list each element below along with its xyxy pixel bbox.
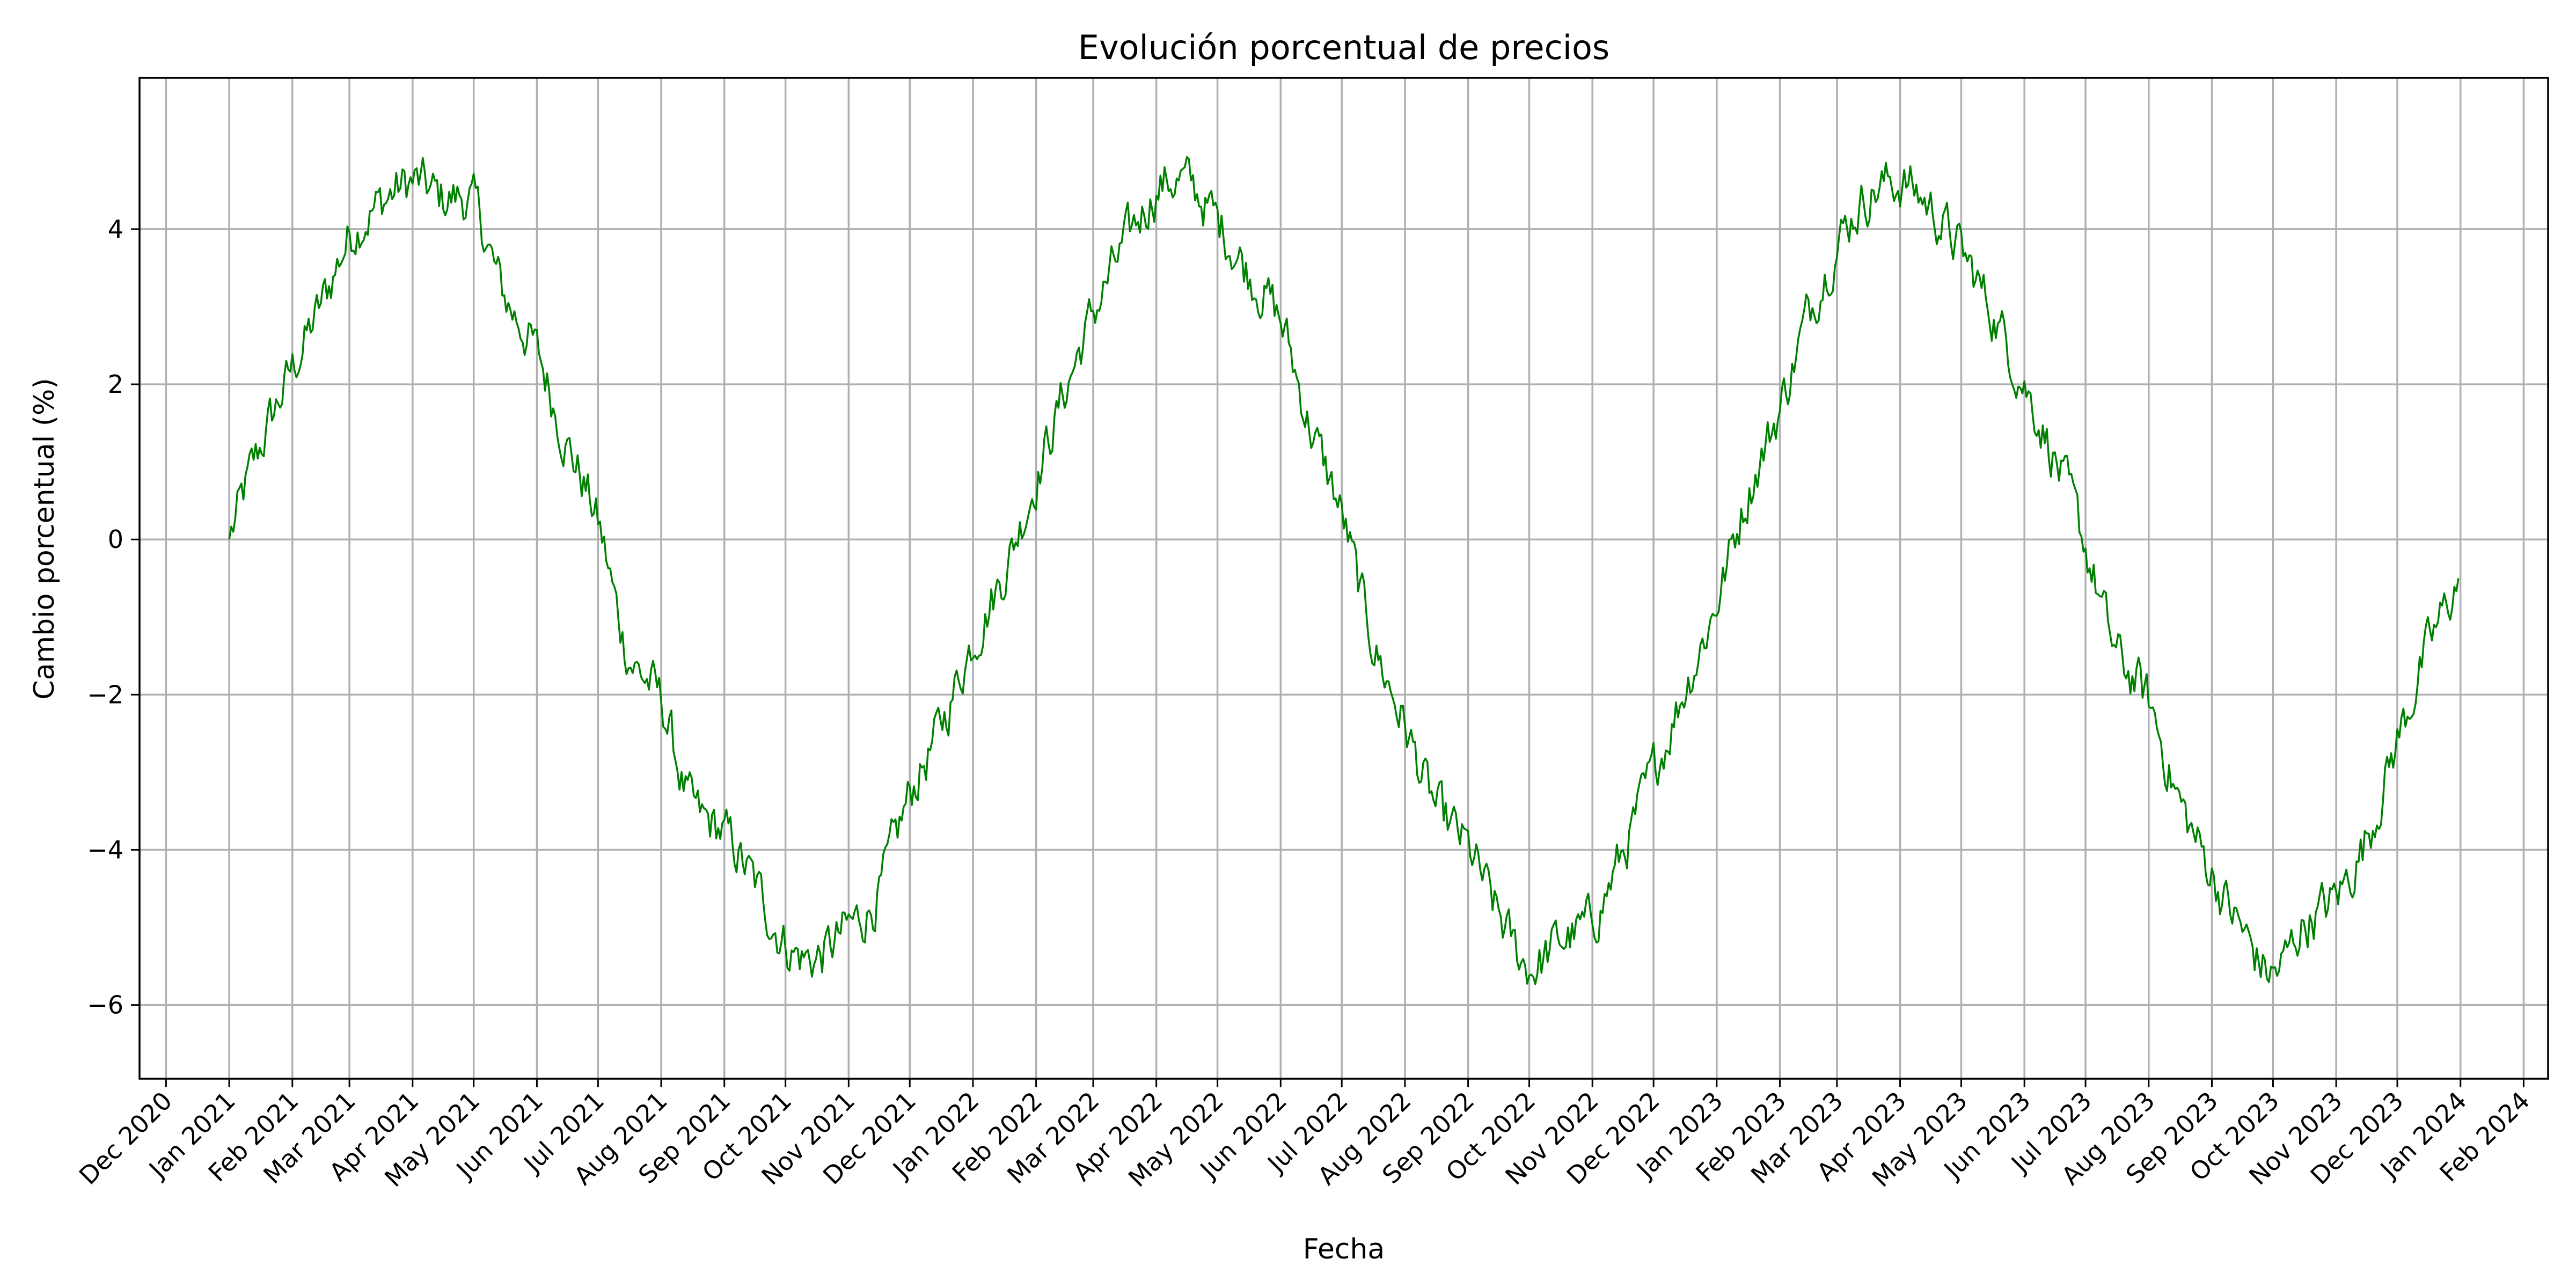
chart-title: Evolución porcentual de precios <box>1078 28 1609 67</box>
y-tick-label: −4 <box>87 836 123 865</box>
x-axis-label: Fecha <box>1303 1233 1385 1265</box>
y-tick-label: 0 <box>108 525 123 554</box>
y-tick-label: 2 <box>108 370 123 399</box>
y-tick-label: −2 <box>87 680 123 709</box>
plot-frame <box>138 77 2549 1080</box>
y-tick-label: −6 <box>87 991 123 1020</box>
series-line <box>228 156 2460 985</box>
y-axis-label: Cambio porcentual (%) <box>28 378 61 699</box>
y-tick-label: 4 <box>108 215 123 244</box>
